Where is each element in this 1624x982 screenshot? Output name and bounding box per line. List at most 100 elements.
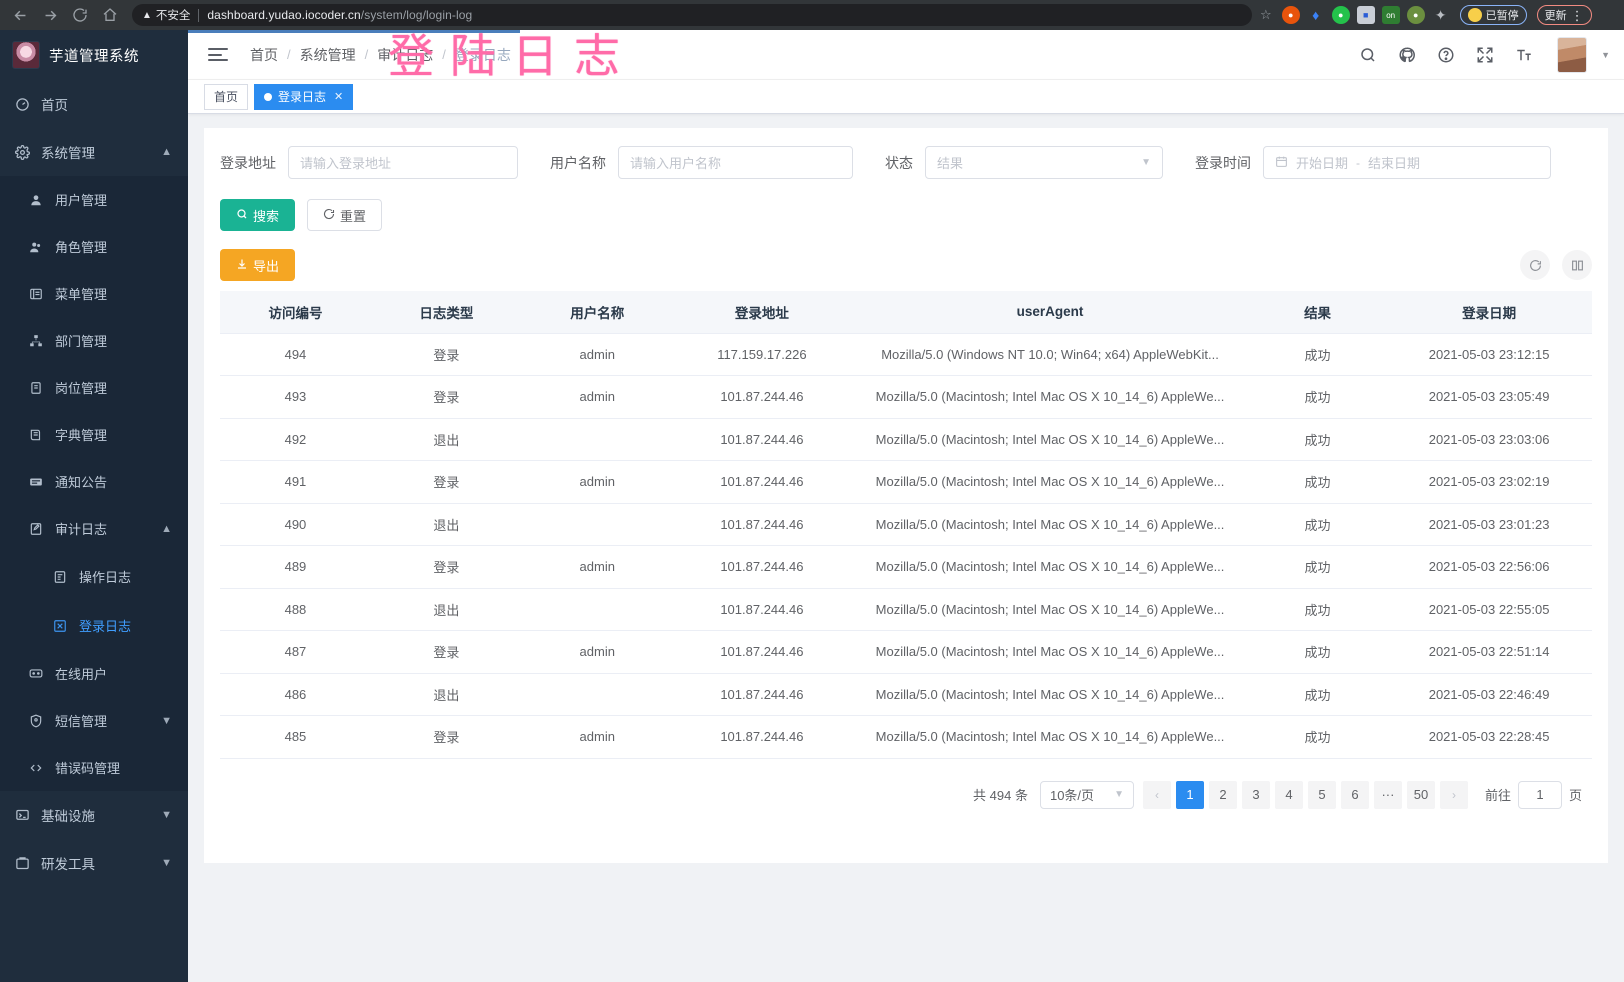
sidebar-item-dict-mgmt[interactable]: 字典管理	[0, 411, 188, 458]
table-tools	[1520, 250, 1592, 280]
page-jumper: 前往 1 页	[1485, 780, 1582, 809]
page-button-5[interactable]: 5	[1307, 780, 1336, 809]
sidebar-item-error-code[interactable]: 错误码管理	[0, 744, 188, 791]
table-row[interactable]: 492 退出 101.87.244.46 Mozilla/5.0 (Macintosh…	[220, 418, 1592, 461]
table-row[interactable]: 493 登录 admin 101.87.244.46 Mozilla/5.0 (Maci…	[220, 375, 1592, 419]
login-log-table: 访问编号 日志类型 用户名称 登录地址 userAgent 结果 登录日期 49…	[220, 291, 1592, 759]
translate-on-icon[interactable]: on	[1381, 6, 1400, 24]
export-button[interactable]: 导出	[220, 249, 296, 281]
chevron-down-icon[interactable]: ▼	[1601, 49, 1610, 60]
columns-icon[interactable]	[1562, 250, 1592, 280]
status-select[interactable]: 结果 ▼	[925, 146, 1163, 179]
breadcrumb: 首页 / 系统管理 / 审计日志 / 登录日志	[250, 45, 511, 65]
address-bar[interactable]: ▲ 不安全 dashboard.yudao.iocoder.cn/system/…	[132, 4, 1252, 26]
sidebar-item-user-mgmt[interactable]: 用户管理	[0, 176, 188, 223]
sidebar-item-system-mgmt[interactable]: 系统管理 ▲	[0, 128, 188, 176]
fullscreen-icon[interactable]	[1475, 45, 1494, 64]
page-ellipsis[interactable]: ···	[1373, 780, 1402, 809]
page-size-select[interactable]: 10条/页 ▼	[1039, 780, 1134, 809]
page-button-2[interactable]: 2	[1208, 780, 1237, 809]
table-row[interactable]: 485 登录 admin 101.87.244.46 Mozilla/5.0 (Maci…	[220, 715, 1592, 759]
sidebar-item-menu-mgmt[interactable]: 菜单管理	[0, 270, 188, 317]
sidebar-item-post-mgmt[interactable]: 岗位管理	[0, 364, 188, 411]
table-row[interactable]: 494 登录 admin 117.159.17.226 Mozilla/5.0 (Win…	[220, 333, 1592, 376]
reload-icon[interactable]	[66, 2, 94, 28]
column-header-log-type[interactable]: 日志类型	[370, 291, 522, 334]
login-addr-input[interactable]: 请输入登录地址	[288, 146, 518, 179]
table-row[interactable]: 490 退出 101.87.244.46 Mozilla/5.0 (Macintosh…	[220, 503, 1592, 546]
page-button-3[interactable]: 3	[1241, 780, 1270, 809]
sidebar-item-home[interactable]: 首页	[0, 80, 188, 128]
sidebar-item-login-log[interactable]: 登录日志	[0, 601, 188, 650]
github-icon[interactable]	[1397, 45, 1416, 64]
puzzle-icon[interactable]: ✦	[1434, 6, 1447, 23]
close-icon[interactable]: ✕	[334, 91, 344, 103]
cell-user-agent: Mozilla/5.0 (Macintosh; Intel Mac OS X 1…	[851, 715, 1249, 759]
sidebar-item-dept-mgmt[interactable]: 部门管理	[0, 317, 188, 364]
user-name-input[interactable]: 请输入用户名称	[618, 146, 853, 179]
page-button-4[interactable]: 4	[1274, 780, 1303, 809]
prev-page-button[interactable]: ‹	[1142, 780, 1171, 809]
table-row[interactable]: 486 退出 101.87.244.46 Mozilla/5.0 (Macintosh…	[220, 673, 1592, 716]
refresh-icon[interactable]	[1520, 250, 1550, 280]
ublock-icon[interactable]: ●	[1281, 6, 1300, 24]
total-count-label: 共 494 条	[973, 788, 1028, 803]
forward-arrow-icon[interactable]	[36, 2, 64, 28]
help-icon[interactable]	[1436, 45, 1455, 64]
avatar[interactable]	[1557, 36, 1588, 73]
hamburger-icon[interactable]	[208, 48, 228, 61]
font-size-icon[interactable]	[1514, 45, 1533, 64]
star-icon[interactable]: ☆	[1260, 7, 1272, 22]
sidebar-item-sms-mgmt[interactable]: 短信管理 ▼	[0, 697, 188, 744]
jump-input[interactable]: 1	[1517, 780, 1562, 809]
cell-access-id: 492	[220, 418, 371, 461]
search-icon[interactable]	[1358, 45, 1377, 64]
page-button-50[interactable]: 50	[1406, 780, 1435, 809]
breadcrumb-item-system[interactable]: 系统管理	[299, 46, 356, 63]
breadcrumb-item-current: 登录日志	[454, 46, 511, 63]
column-header-access-id[interactable]: 访问编号	[220, 291, 371, 334]
column-header-login-date[interactable]: 登录日期	[1386, 291, 1592, 334]
breadcrumb-item-audit[interactable]: 审计日志	[377, 46, 434, 63]
column-header-user-name[interactable]: 用户名称	[521, 291, 673, 334]
login-time-range-picker[interactable]: 开始日期 - 结束日期	[1263, 146, 1551, 179]
update-pill[interactable]: 更新 ⋮	[1536, 5, 1592, 25]
wechat-icon[interactable]: ●	[1331, 6, 1350, 24]
sidebar-item-dev-tools[interactable]: 研发工具 ▼	[0, 839, 188, 887]
table-row[interactable]: 489 登录 admin 101.87.244.46 Mozilla/5.0 (Maci…	[220, 545, 1592, 589]
breadcrumb-item-home[interactable]: 首页	[250, 46, 278, 63]
sidebar-item-operation-log[interactable]: 操作日志	[0, 552, 188, 601]
column-header-login-addr[interactable]: 登录地址	[672, 291, 852, 334]
grammarly-icon[interactable]: ●	[1406, 6, 1425, 24]
active-dot-icon	[264, 92, 273, 101]
table-row[interactable]: 488 退出 101.87.244.46 Mozilla/5.0 (Macintosh…	[220, 588, 1592, 631]
sidebar-item-audit-log[interactable]: 审计日志 ▲	[0, 505, 188, 552]
sidebar-item-online-user[interactable]: 在线用户	[0, 650, 188, 697]
diamond-icon[interactable]: ♦	[1312, 7, 1320, 23]
sidebar-label: 岗位管理	[55, 381, 108, 396]
next-page-button[interactable]: ›	[1439, 780, 1468, 809]
back-arrow-icon[interactable]	[6, 2, 34, 28]
tag-home[interactable]: 首页	[204, 83, 249, 110]
cell-result: 成功	[1248, 503, 1387, 546]
cell-login-date: 2021-05-03 23:01:23	[1386, 503, 1592, 546]
search-button[interactable]: 搜索	[220, 199, 296, 231]
sidebar-logo[interactable]: 芋道管理系统	[0, 30, 188, 80]
reset-button[interactable]: 重置	[307, 199, 383, 231]
profile-paused-pill[interactable]: 已暂停	[1459, 5, 1527, 25]
kebab-menu-icon[interactable]: ⋮	[1570, 7, 1584, 23]
column-header-user-agent[interactable]: userAgent	[851, 291, 1249, 334]
dictionary-icon[interactable]: ■	[1356, 6, 1375, 24]
column-header-result[interactable]: 结果	[1248, 291, 1387, 334]
page-button-6[interactable]: 6	[1340, 780, 1369, 809]
filter-form: 登录地址 请输入登录地址 用户名称 请输入用户名称 状态	[220, 146, 1592, 179]
home-icon[interactable]	[96, 2, 124, 28]
filter-label: 用户名称	[550, 154, 606, 171]
page-button-1[interactable]: 1	[1175, 780, 1204, 809]
table-row[interactable]: 491 登录 admin 101.87.244.46 Mozilla/5.0 (Maci…	[220, 460, 1592, 504]
sidebar-item-role-mgmt[interactable]: 角色管理	[0, 223, 188, 270]
tag-login-log[interactable]: 登录日志 ✕	[254, 83, 354, 110]
sidebar-item-notice[interactable]: 通知公告	[0, 458, 188, 505]
sidebar-item-infrastructure[interactable]: 基础设施 ▼	[0, 791, 188, 839]
table-row[interactable]: 487 登录 admin 101.87.244.46 Mozilla/5.0 (Maci…	[220, 630, 1592, 674]
